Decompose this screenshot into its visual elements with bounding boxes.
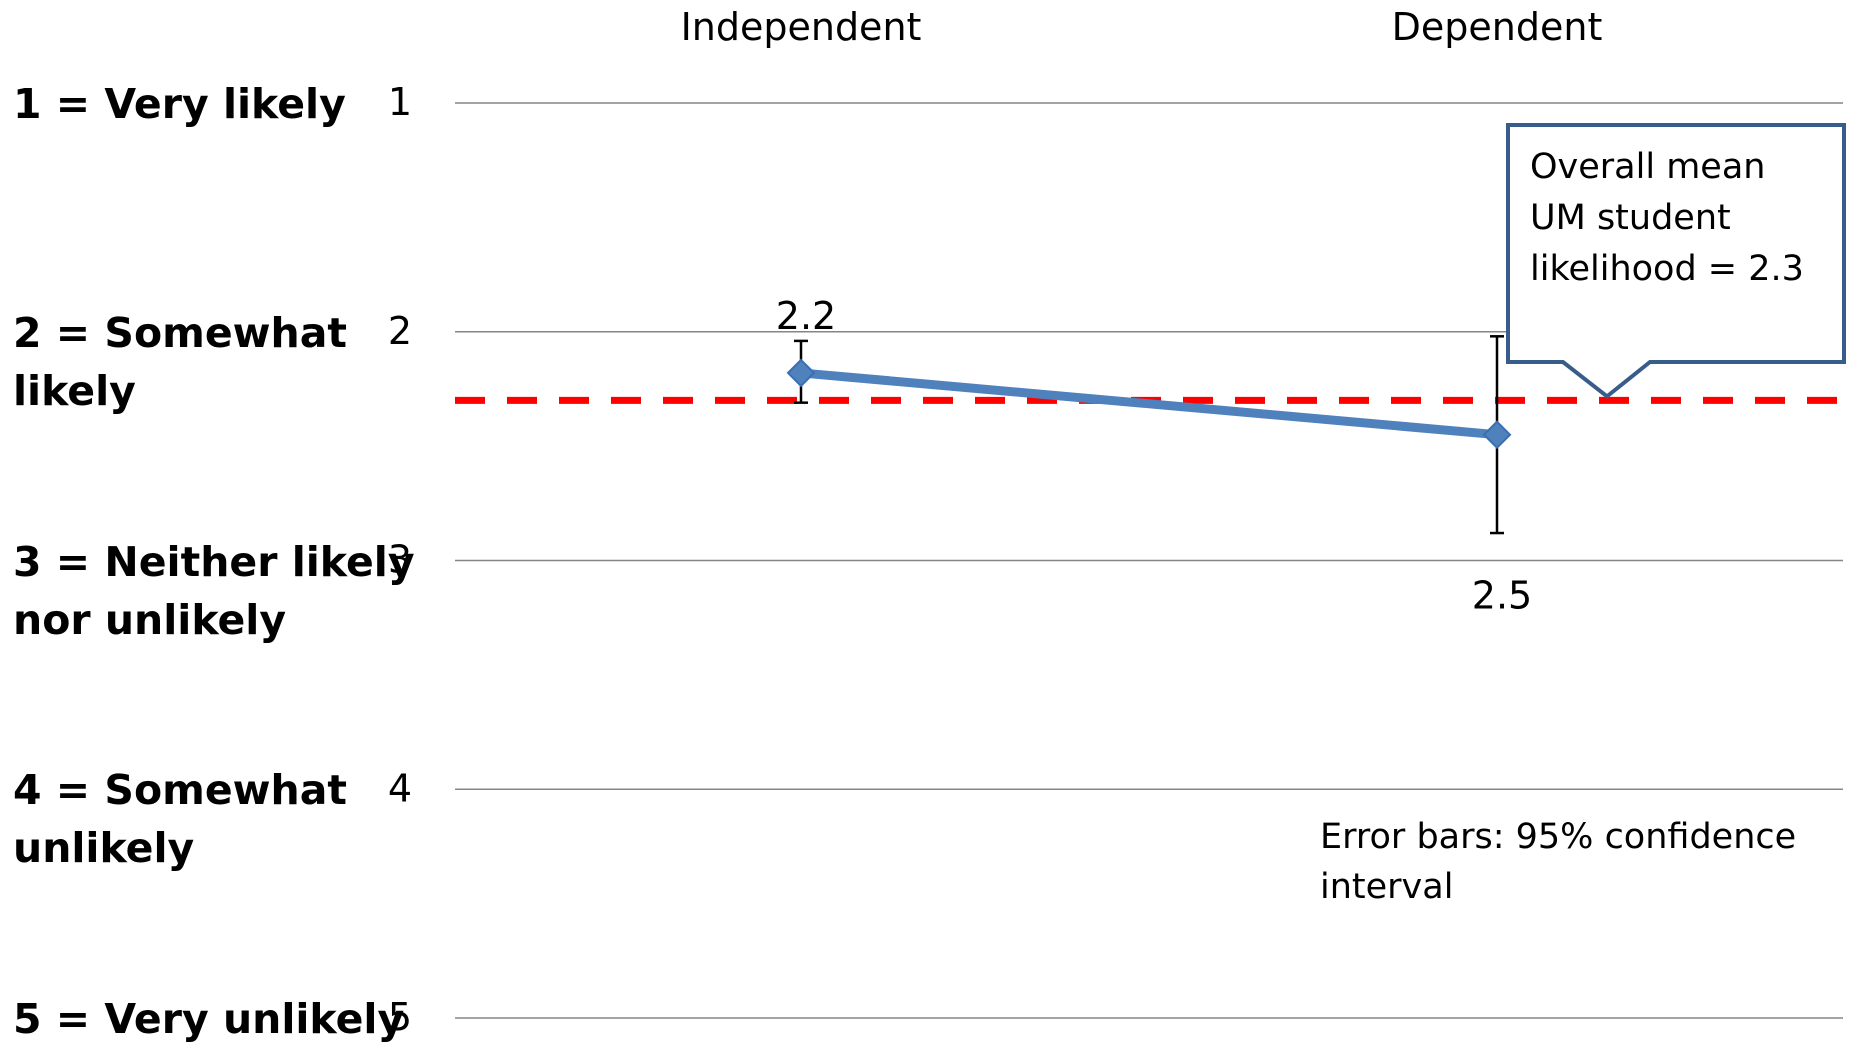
- note-line: interval: [1320, 867, 1454, 907]
- scale-label: 3 = Neither likely nor unlikely: [13, 533, 415, 649]
- category-labels: Independent Dependent: [681, 5, 1603, 49]
- callout-box: [1506, 123, 1846, 399]
- error-bar-note: Error bars: 95% confidence interval: [1320, 812, 1840, 912]
- scale-label-line: nor unlikely: [13, 595, 287, 644]
- scale-label-line: unlikely: [13, 824, 195, 873]
- data-point: [1482, 420, 1512, 450]
- scale-label: 2 = Somewhat likely: [13, 304, 347, 420]
- y-tick-label: 4: [388, 766, 412, 810]
- data-label: 2.2: [776, 294, 836, 338]
- callout-line: Overall mean: [1530, 147, 1766, 187]
- data-label: 2.5: [1472, 574, 1532, 618]
- data-point: [786, 358, 816, 388]
- scale-label-line: 2 = Somewhat: [13, 308, 347, 357]
- scale-label: 5 = Very unlikely: [13, 990, 404, 1048]
- series-group: [786, 335, 1512, 535]
- callout-line: likelihood = 2.3: [1530, 249, 1804, 289]
- category-label: Independent: [681, 5, 922, 49]
- y-tick-label: 1: [388, 80, 412, 124]
- scale-label-line: likely: [13, 366, 136, 415]
- scale-label-line: 3 = Neither likely: [13, 537, 415, 586]
- series-line: [800, 368, 1498, 440]
- scale-label-line: 5 = Very unlikely: [13, 995, 405, 1043]
- scale-label: 4 = Somewhat unlikely: [13, 761, 347, 877]
- scale-label-line: 4 = Somewhat: [13, 766, 347, 815]
- data-labels: 2.2 2.5: [776, 294, 1532, 618]
- note-line: Error bars: 95% confidence: [1320, 817, 1797, 857]
- y-tick-label: 3: [388, 538, 412, 582]
- callout-line: UM student: [1530, 198, 1731, 238]
- category-label: Dependent: [1392, 5, 1603, 49]
- y-tick-label: 5: [388, 995, 412, 1039]
- callout-shape-group: [1506, 123, 1846, 399]
- scale-label: 1 = Very likely: [13, 75, 346, 133]
- y-tick-label: 2: [388, 309, 412, 353]
- callout-text: Overall mean UM student likelihood = 2.3: [1530, 142, 1830, 295]
- y-tick-labels: 1 2 3 4 5: [388, 80, 412, 1039]
- scale-label-line: 1 = Very likely: [13, 80, 346, 128]
